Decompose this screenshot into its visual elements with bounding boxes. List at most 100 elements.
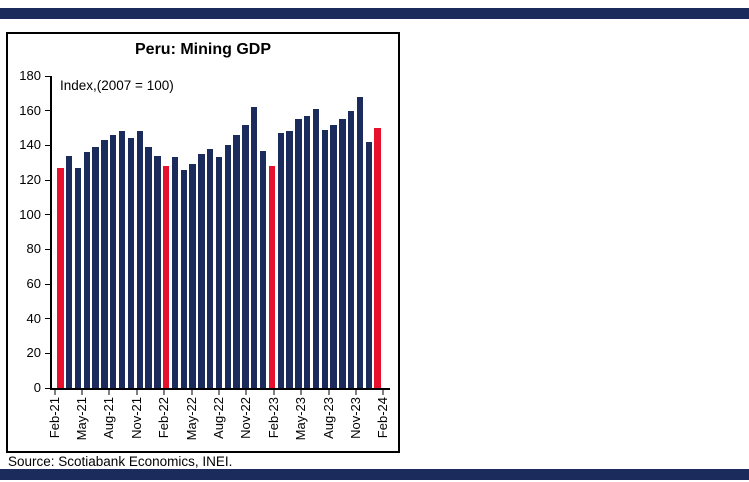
x-axis-tick <box>163 390 165 395</box>
bar <box>83 152 91 388</box>
bar <box>66 155 73 388</box>
bar-highlight <box>57 167 64 388</box>
bar <box>145 147 152 388</box>
bar <box>251 107 258 388</box>
bar <box>74 167 82 388</box>
x-axis-label: Aug-21 <box>101 397 117 439</box>
bar-slot <box>268 76 277 388</box>
bar-slot <box>171 76 180 388</box>
bar-slot <box>241 76 250 388</box>
bar <box>180 169 187 388</box>
bar-slot <box>347 76 356 388</box>
bar <box>101 140 108 388</box>
bar-slot <box>135 76 144 388</box>
bar-slot <box>276 76 285 388</box>
x-axis: Feb-21 May-21 Aug-21 Nov-21 Feb-22 May-22 Aug-… <box>46 390 391 452</box>
bar-slot <box>373 76 382 388</box>
x-axis-label: Aug-23 <box>320 397 336 439</box>
y-axis-tick <box>45 248 50 250</box>
bar <box>242 124 249 388</box>
y-axis-tick <box>45 352 50 354</box>
y-axis-label: 20 <box>26 345 41 361</box>
bar-slot <box>179 76 188 388</box>
bar <box>215 157 223 388</box>
x-axis-tick <box>273 390 275 395</box>
bar-slot <box>56 76 65 388</box>
y-axis-label: 80 <box>26 241 41 257</box>
bar-slot <box>206 76 215 388</box>
bar <box>339 119 346 388</box>
x-axis-label: Feb-24 <box>375 397 391 439</box>
y-axis-label: 140 <box>19 137 41 153</box>
bar-slot <box>329 76 338 388</box>
y-axis-label: 100 <box>19 206 41 222</box>
bar <box>136 131 143 388</box>
bar-slot <box>303 76 312 388</box>
bar-slot <box>144 76 153 388</box>
y-axis-tick <box>45 144 50 146</box>
y-axis-tick <box>45 110 50 112</box>
x-axis-tick <box>300 390 302 395</box>
bar <box>348 110 355 388</box>
x-axis-tick <box>355 390 357 395</box>
bar-slot <box>109 76 118 388</box>
x-axis-label: Feb-23 <box>265 397 281 439</box>
chart-panel: Peru: Mining GDP 0 20 40 60 80 100 120 140 160 18… <box>6 32 400 453</box>
bar-slot <box>188 76 197 388</box>
y-axis-label: 160 <box>19 102 41 118</box>
x-axis-label: Feb-21 <box>46 397 62 439</box>
bar-slot <box>127 76 136 388</box>
y-axis-label: 180 <box>19 68 41 83</box>
bottom-accent-bar <box>0 469 749 480</box>
y-axis-tick <box>45 214 50 216</box>
x-axis-tick <box>382 390 384 395</box>
x-axis-label: Aug-22 <box>211 397 226 439</box>
index-annotation: Index,(2007 = 100) <box>60 78 174 93</box>
y-axis-label: 40 <box>26 310 41 326</box>
y-axis-tick <box>45 179 50 181</box>
x-axis-label: Nov-21 <box>128 397 144 439</box>
bar-slot <box>250 76 259 388</box>
bar <box>286 131 293 388</box>
x-axis-tick <box>191 390 193 395</box>
plot-area: Index,(2007 = 100) <box>50 76 390 390</box>
bar <box>92 147 99 388</box>
bar-slot <box>197 76 206 388</box>
bar-slot <box>91 76 100 388</box>
y-axis-label: 60 <box>26 276 41 292</box>
bar <box>259 150 267 388</box>
bar <box>277 133 284 388</box>
bar-slot <box>65 76 74 388</box>
x-axis-tick <box>136 390 138 395</box>
bar-highlight <box>162 166 170 388</box>
bar <box>207 148 214 388</box>
y-axis-tick <box>45 387 50 389</box>
bar-slot <box>153 76 162 388</box>
bar-slot <box>215 76 224 388</box>
bar <box>321 129 328 388</box>
bar-slot <box>118 76 127 388</box>
bar-slot <box>162 76 171 388</box>
bar-slot <box>259 76 268 388</box>
chart-title: Peru: Mining GDP <box>135 41 271 58</box>
bar <box>118 131 126 388</box>
x-axis-label: Nov-22 <box>238 397 254 439</box>
bar <box>295 119 302 388</box>
bar-slot <box>364 76 373 388</box>
bar <box>330 124 337 388</box>
x-axis-label: May-23 <box>293 397 309 441</box>
bar-slot <box>285 76 294 388</box>
bar-slot <box>312 76 321 388</box>
bar <box>154 155 161 388</box>
bar-slot <box>294 76 303 388</box>
bar <box>365 141 373 388</box>
x-axis-label: Nov-23 <box>348 397 364 439</box>
y-axis: 0 20 40 60 80 100 120 140 160 180 <box>8 69 50 395</box>
bar-slot <box>356 76 365 388</box>
bar-slot <box>74 76 83 388</box>
bar <box>127 138 135 388</box>
x-axis-tick <box>245 390 247 395</box>
bar <box>312 108 320 388</box>
bar <box>303 115 311 388</box>
y-axis-tick <box>45 75 50 77</box>
